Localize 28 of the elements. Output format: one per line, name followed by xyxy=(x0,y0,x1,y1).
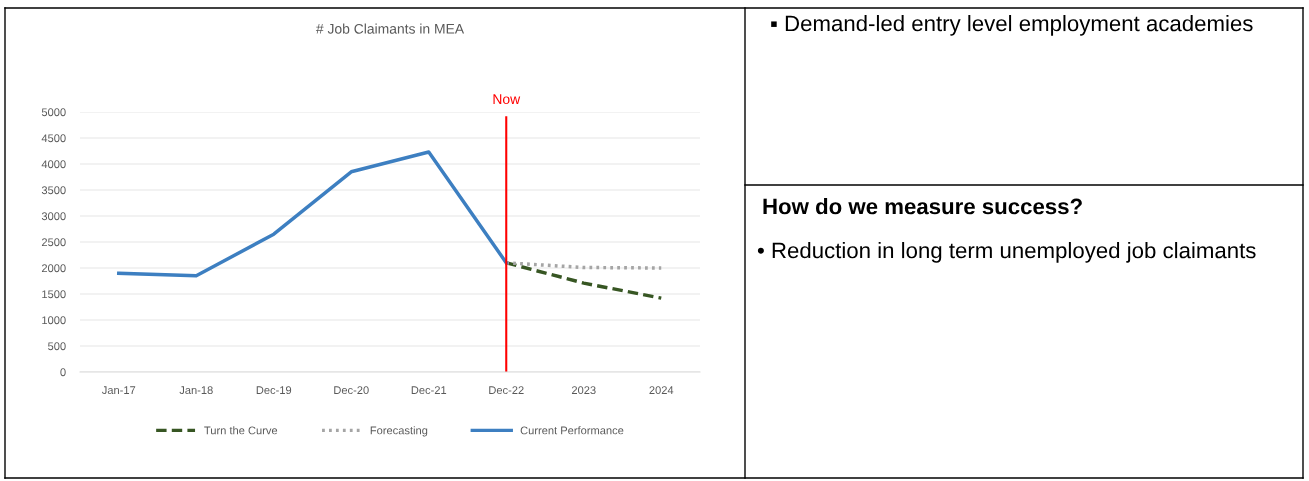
x-tick-label: Dec-21 xyxy=(411,386,447,395)
text: • Reduction in long term unemployed job claimants xyxy=(757,242,1256,263)
legend-label: Current Performance xyxy=(520,426,624,435)
y-tick-label: 4500 xyxy=(41,134,66,143)
x-tick-label: 2023 xyxy=(571,386,596,395)
ref-line-label: Now xyxy=(493,94,521,105)
y-tick-label: 2500 xyxy=(41,238,66,247)
y-tick-label: 1500 xyxy=(42,290,66,299)
y-tick-label: 5000 xyxy=(41,108,66,117)
y-tick-label: 2000 xyxy=(41,264,66,273)
x-tick-label: Dec-22 xyxy=(489,386,524,395)
y-tick-label: 1000 xyxy=(42,316,66,325)
y-tick-label: 500 xyxy=(48,342,66,351)
chart-title: # Job Claimants in MEA xyxy=(315,23,465,34)
x-tick-label: Jan-17 xyxy=(101,386,136,395)
legend-label: Forecasting xyxy=(370,426,428,437)
x-tick-label: Dec-19 xyxy=(256,386,292,395)
text: ▪ Demand-led entry level employment academies xyxy=(771,15,1253,36)
x-tick-label: Jan-18 xyxy=(179,386,213,395)
y-tick-label: 0 xyxy=(60,368,66,377)
x-tick-label: 2024 xyxy=(649,386,674,395)
legend-label: Turn the Curve xyxy=(204,426,278,435)
y-tick-label: 3500 xyxy=(41,186,66,195)
y-tick-label: 3000 xyxy=(41,212,66,221)
x-tick-label: Dec-20 xyxy=(334,386,369,395)
text: How do we measure success? xyxy=(763,198,1082,215)
y-tick-label: 4000 xyxy=(41,160,66,169)
line-series xyxy=(117,150,508,278)
